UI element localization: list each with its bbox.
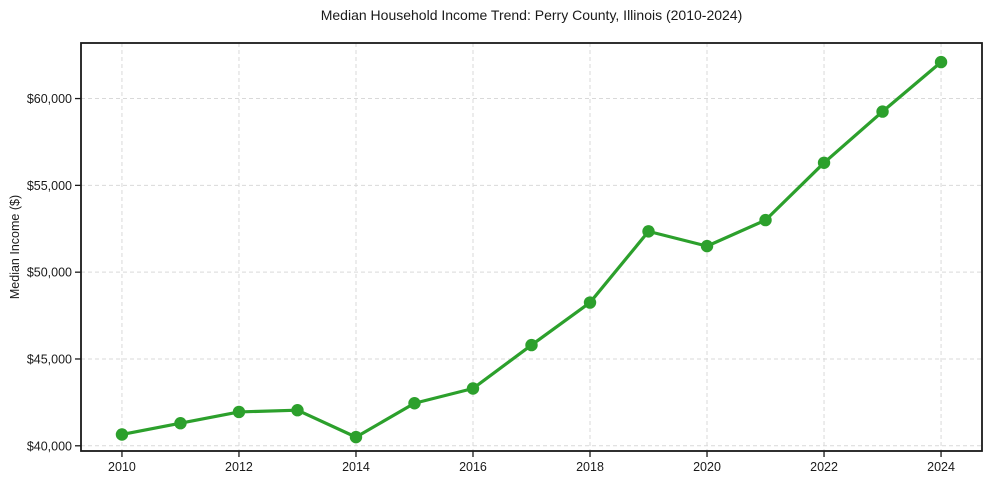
data-point-2023: [876, 105, 889, 118]
data-point-2013: [291, 404, 304, 417]
x-tick-label: 2024: [927, 460, 955, 474]
x-tick-label: 2010: [108, 460, 136, 474]
plot-border: [80, 42, 983, 452]
x-tick-label: 2020: [693, 460, 721, 474]
trend-line: [120, 60, 943, 439]
y-tick-label: $60,000: [27, 92, 72, 106]
data-point-2015: [408, 397, 421, 410]
data-point-2011: [174, 417, 187, 430]
data-point-2018: [583, 296, 597, 309]
data-point-2012: [232, 405, 246, 419]
data-point-2022: [817, 156, 831, 169]
x-tick-label: 2014: [342, 460, 370, 474]
data-point-2020: [700, 239, 714, 253]
data-point-2021: [759, 213, 772, 227]
y-tick-label: $45,000: [27, 352, 72, 366]
x-tick-label: 2018: [576, 460, 604, 474]
data-point-2019: [642, 225, 655, 238]
data-point-2024: [934, 55, 948, 69]
data-point-2014: [349, 430, 363, 444]
data-point-2016: [466, 382, 480, 395]
data-point-2010: [115, 428, 129, 441]
y-tick-label: $40,000: [27, 439, 72, 453]
x-tick-label: 2012: [225, 460, 253, 474]
data-point-2017: [525, 338, 538, 352]
y-tick-label: $55,000: [27, 179, 72, 193]
chart-title: Median Household Income Trend: Perry Cou…: [320, 7, 743, 23]
x-tick-label: 2016: [459, 460, 487, 474]
y-tick-label: $50,000: [27, 266, 72, 280]
x-tick-label: 2022: [810, 460, 838, 474]
